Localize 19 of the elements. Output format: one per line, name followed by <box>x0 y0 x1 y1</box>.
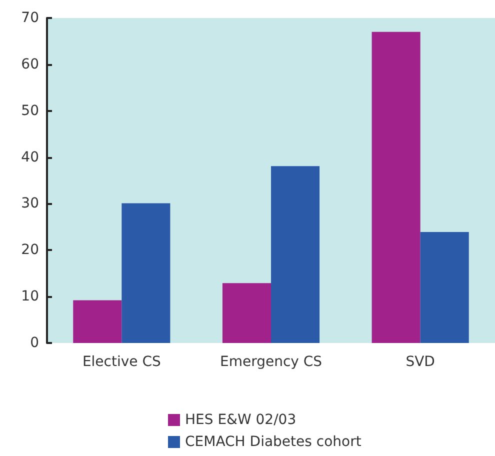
y-tick-label: 40 <box>21 149 39 166</box>
y-tick-label: 50 <box>21 102 39 119</box>
bar <box>122 203 170 343</box>
y-tick-label: 0 <box>30 335 39 351</box>
bar <box>271 166 320 343</box>
bar <box>420 232 469 343</box>
y-tick-label: 30 <box>21 196 39 212</box>
legend-label: CEMACH Diabetes cohort <box>185 434 362 450</box>
legend-label: HES E&W 02/03 <box>185 412 296 428</box>
x-tick-label: Elective CS <box>82 354 161 370</box>
y-tick-label: 60 <box>21 56 39 72</box>
bar <box>73 300 122 343</box>
y-tick-label: 10 <box>21 288 39 305</box>
x-tick-label: SVD <box>406 354 435 370</box>
y-tick-label: 20 <box>21 242 39 258</box>
bar <box>372 32 420 343</box>
y-tick-label: 70 <box>21 10 39 26</box>
x-tick-label: Emergency CS <box>220 354 322 370</box>
bar <box>222 283 271 343</box>
